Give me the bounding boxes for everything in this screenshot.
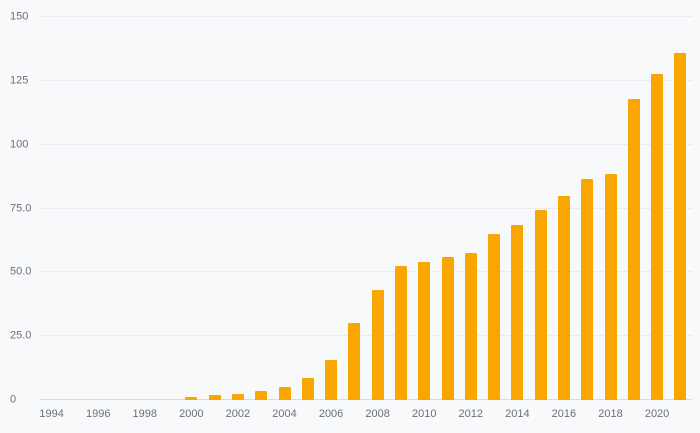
x-axis-tick-label: 2000 xyxy=(179,408,204,420)
bar-2016 xyxy=(557,195,570,400)
x-axis-tick-label: 1996 xyxy=(85,408,111,420)
x-axis-tick-label: 2012 xyxy=(458,408,484,420)
x-axis-tick-label: 1994 xyxy=(39,408,64,420)
y-axis-tick-label: 125 xyxy=(10,74,29,87)
bar-2005 xyxy=(301,378,314,400)
bar-2019 xyxy=(627,98,640,400)
bar-2018 xyxy=(604,174,617,400)
x-axis: 1994 1996 1998 2000 2002 2004 2006 2008 2010 2012… xyxy=(39,400,692,433)
bar-2011 xyxy=(441,257,454,400)
gridline xyxy=(40,143,692,145)
gridline xyxy=(40,335,692,337)
bar-2021 xyxy=(674,52,687,400)
bar-2007 xyxy=(348,323,361,400)
plot-area xyxy=(40,16,692,400)
bar-2012 xyxy=(464,253,477,400)
gridline xyxy=(40,207,692,209)
y-axis-tick-label: 75.0 xyxy=(10,202,32,214)
bar-2006 xyxy=(325,360,338,400)
bar-2004 xyxy=(278,387,291,400)
bar-2002 xyxy=(231,393,244,400)
x-axis-tick-label: 2014 xyxy=(505,408,530,420)
x-axis-tick-label: 2016 xyxy=(551,408,577,420)
bar-2008 xyxy=(371,290,384,400)
x-axis-tick-label: 2008 xyxy=(365,408,390,420)
bar-2015 xyxy=(534,209,547,400)
bar-2014 xyxy=(511,225,524,400)
gridline xyxy=(40,16,692,17)
bar-2000 xyxy=(185,397,198,400)
y-axis-tick-label: 100 xyxy=(10,138,29,151)
bar-2003 xyxy=(255,391,268,400)
gridline xyxy=(40,271,692,273)
x-axis-tick-label: 2018 xyxy=(598,408,623,420)
y-axis-tick-label: 0 xyxy=(10,393,17,406)
x-axis-tick-label: 2002 xyxy=(225,408,251,420)
y-axis: 0 25.0 50.0 75.0 100 125 150 xyxy=(0,11,38,405)
gridline xyxy=(40,79,692,81)
bar-2020 xyxy=(651,74,664,400)
x-axis-tick-label: 2020 xyxy=(644,408,670,420)
bar-2010 xyxy=(418,262,431,400)
x-axis-tick-label: 2006 xyxy=(318,408,344,420)
x-axis-tick-label: 2004 xyxy=(272,408,297,420)
x-axis-tick-label: 1998 xyxy=(132,408,158,420)
bar-2017 xyxy=(581,179,594,400)
y-axis-tick-label: 50.0 xyxy=(10,265,32,278)
x-axis-tick-label: 2010 xyxy=(411,408,437,420)
y-axis-tick-label: 150 xyxy=(10,10,29,23)
gridline xyxy=(40,399,692,400)
bar-2013 xyxy=(488,234,501,400)
y-axis-tick-label: 25.0 xyxy=(10,329,32,342)
bar-2001 xyxy=(208,394,221,400)
bar-2009 xyxy=(394,265,407,400)
